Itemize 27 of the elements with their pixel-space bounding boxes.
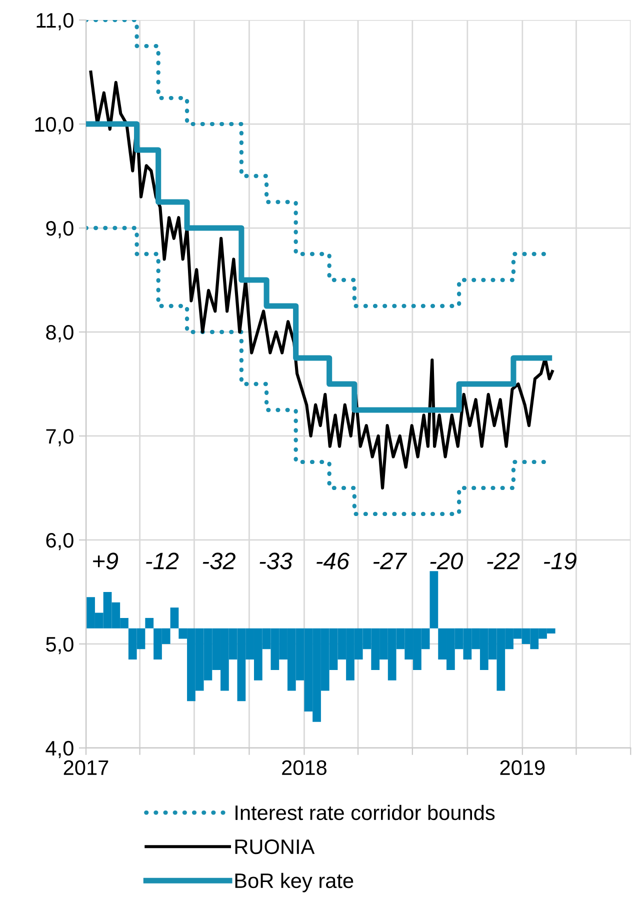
x-tick-label: 2017 <box>64 760 108 776</box>
y-tick-label: 9,0 <box>46 221 74 238</box>
legend-label: RUONIA <box>235 839 315 854</box>
y-tick-label: 11,0 <box>36 13 74 30</box>
annotation: -33 <box>260 552 292 570</box>
y-tick-label: 10,0 <box>35 117 74 134</box>
annotation: -19 <box>544 552 576 570</box>
y-tick-label: 8,0 <box>46 324 74 342</box>
annotation: -32 <box>202 552 236 570</box>
y-tick-label: 4,0 <box>46 740 74 758</box>
y-tick-label: 6,0 <box>46 532 74 550</box>
bar <box>170 608 179 628</box>
line-series <box>89 70 554 490</box>
x-tick-label: 2018 <box>282 760 326 776</box>
annotation: +9 <box>93 552 118 570</box>
bar <box>430 571 438 628</box>
bar <box>145 618 154 628</box>
annotation: -20 <box>430 552 464 570</box>
legend-label: BoR key rate <box>235 872 354 892</box>
y-tick-label: 7,0 <box>46 428 74 446</box>
y-tick-label: 5,0 <box>46 636 74 654</box>
legend-label: Interest rate corridor bounds <box>236 804 495 820</box>
annotation: -27 <box>373 552 408 570</box>
annotation: -12 <box>146 552 179 570</box>
x-tick-label: 2019 <box>500 760 545 776</box>
annotation: -22 <box>487 552 520 570</box>
annotation: -46 <box>316 552 350 570</box>
